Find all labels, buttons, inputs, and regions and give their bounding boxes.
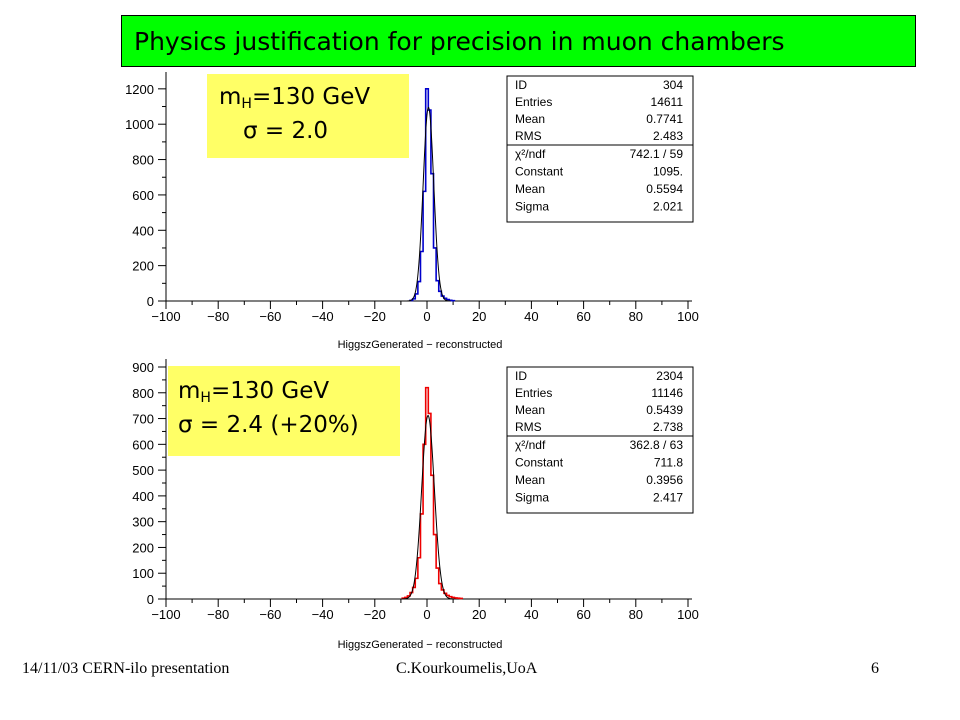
mass-symbol: m	[219, 84, 241, 110]
footer-date-event: 14/11/03 CERN-ilo presentation	[22, 660, 229, 678]
y-tick-label: 0	[147, 294, 154, 309]
x-tick-label: −60	[259, 607, 281, 622]
x-tick-label: 20	[472, 309, 486, 324]
sigma-line: σ = 2.4 (+20%)	[178, 408, 400, 442]
stats-value: 0.5594	[646, 182, 683, 196]
stats-value: 2.417	[653, 491, 683, 505]
stats-label: χ²/ndf	[515, 438, 546, 452]
mass-line: mH=130 GeV	[219, 80, 409, 114]
mass-subscript: H	[241, 96, 252, 112]
y-tick-label: 900	[132, 360, 154, 375]
x-tick-label: 20	[472, 607, 486, 622]
stats-value: 0.5439	[646, 403, 683, 417]
x-tick-label: 80	[629, 607, 643, 622]
x-tick-label: −100	[151, 309, 180, 324]
y-tick-label: 800	[132, 386, 154, 401]
mass-label-bottom: mH=130 GeV σ = 2.4 (+20%)	[168, 366, 400, 456]
stats-label: Mean	[515, 182, 545, 196]
histogram-bins	[402, 388, 462, 599]
y-tick-label: 600	[132, 188, 154, 203]
x-tick-label: 60	[576, 607, 590, 622]
stats-value: 362.8 / 63	[630, 438, 684, 452]
y-tick-label: 200	[132, 540, 154, 555]
gaussian-fit-curve	[406, 107, 450, 301]
stats-value: 11146	[651, 386, 683, 400]
x-tick-label: −100	[151, 607, 180, 622]
y-tick-label: 500	[132, 463, 154, 478]
stats-label: Mean	[515, 112, 545, 126]
x-tick-label: −20	[364, 309, 386, 324]
footer-page-number: 6	[871, 660, 879, 678]
stats-value: 1095.	[653, 165, 683, 179]
stats-label: RMS	[515, 420, 542, 434]
stats-label: Mean	[515, 473, 545, 487]
y-tick-label: 200	[132, 259, 154, 274]
stats-label: Constant	[515, 165, 564, 179]
x-axis-title: HiggszGenerated − reconstructed	[338, 639, 503, 651]
x-tick-label: −40	[312, 309, 334, 324]
y-tick-label: 400	[132, 489, 154, 504]
mass-subscript: H	[200, 390, 211, 406]
stats-label: ID	[515, 78, 527, 92]
stats-value: 2304	[656, 369, 683, 383]
x-tick-label: −40	[312, 607, 334, 622]
stats-label: χ²/ndf	[515, 147, 546, 161]
y-tick-label: 100	[132, 566, 154, 581]
sigma-line: σ = 2.0	[219, 114, 409, 148]
stats-label: Entries	[515, 386, 552, 400]
mass-value: =130 GeV	[211, 378, 329, 404]
stats-label: Sigma	[515, 200, 549, 214]
stats-label: Entries	[515, 95, 552, 109]
stats-value: 14611	[651, 95, 684, 109]
x-tick-label: 80	[629, 309, 643, 324]
footer-author: C.Kourkoumelis,UoA	[396, 660, 537, 678]
x-tick-label: 100	[677, 309, 699, 324]
x-tick-label: 0	[423, 607, 430, 622]
y-tick-label: 400	[132, 223, 154, 238]
stats-label: Sigma	[515, 491, 549, 505]
stats-label: Mean	[515, 403, 545, 417]
mass-value: =130 GeV	[252, 84, 370, 110]
y-tick-label: 1200	[125, 82, 154, 97]
stats-label: Constant	[515, 456, 564, 470]
stats-value: 742.1 / 59	[630, 147, 684, 161]
y-tick-label: 300	[132, 515, 154, 530]
x-tick-label: 100	[677, 607, 699, 622]
y-tick-label: 1000	[125, 117, 154, 132]
x-tick-label: −60	[259, 309, 281, 324]
x-tick-label: −80	[207, 607, 229, 622]
x-axis-title: HiggszGenerated − reconstructed	[338, 339, 503, 351]
stats-value: 0.7741	[646, 112, 683, 126]
y-tick-label: 600	[132, 437, 154, 452]
y-tick-label: 0	[147, 592, 154, 607]
mass-symbol: m	[178, 378, 200, 404]
histogram-panels: 020040060080010001200−100 −80 −60 −40 −20 0 20…	[0, 0, 960, 720]
x-tick-label: 0	[423, 309, 430, 324]
gaussian-fit-curve	[402, 416, 455, 599]
x-tick-label: 60	[576, 309, 590, 324]
stats-label: ID	[515, 369, 527, 383]
stats-label: RMS	[515, 129, 542, 143]
stats-value: 304	[663, 78, 683, 92]
stats-value: 2.483	[653, 129, 683, 143]
x-tick-label: 40	[524, 607, 538, 622]
stats-value: 711.8	[654, 456, 683, 470]
y-tick-label: 800	[132, 153, 154, 168]
histogram-bins	[410, 89, 454, 301]
stats-value: 0.3956	[646, 473, 683, 487]
x-tick-label: 40	[524, 309, 538, 324]
stats-value: 2.021	[653, 200, 683, 214]
x-tick-label: −20	[364, 607, 386, 622]
mass-label-top: mH=130 GeV σ = 2.0	[207, 74, 409, 158]
y-tick-label: 700	[132, 412, 154, 427]
x-tick-label: −80	[207, 309, 229, 324]
mass-line: mH=130 GeV	[178, 374, 400, 408]
stats-value: 2.738	[653, 420, 683, 434]
